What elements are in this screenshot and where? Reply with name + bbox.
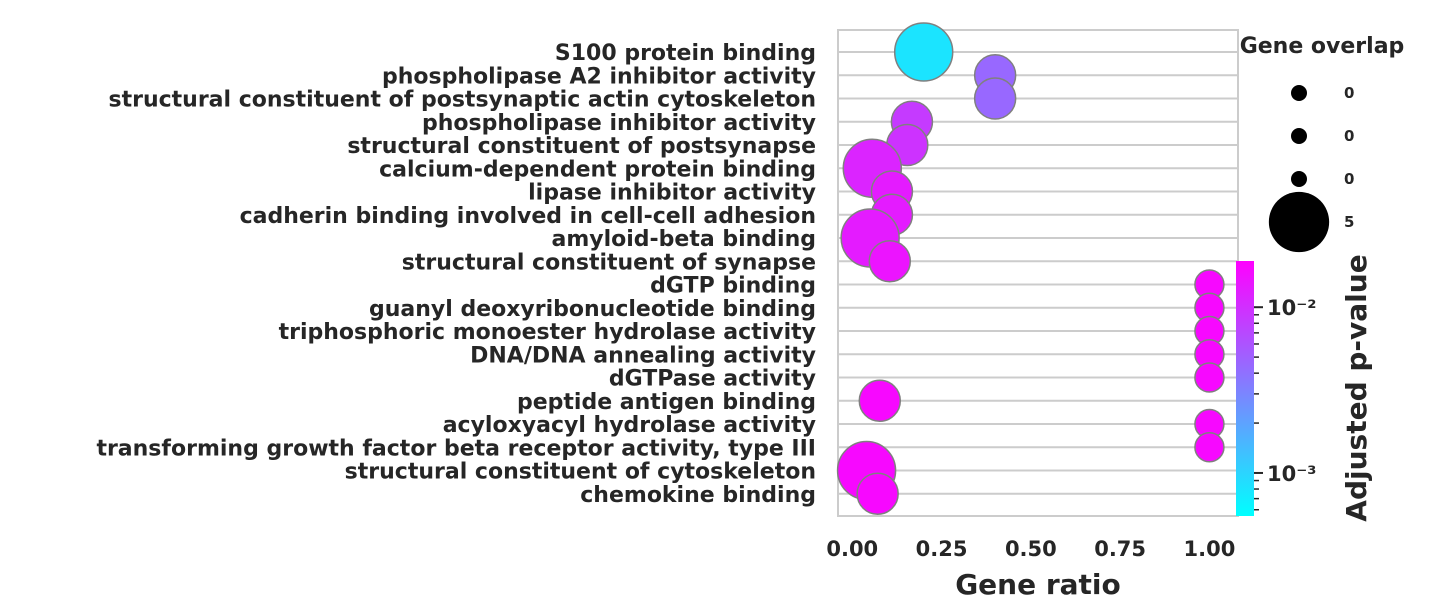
- y-tick-label: structural constituent of cytoskeleton: [345, 460, 816, 485]
- x-tick-label: 1.00: [1184, 537, 1236, 561]
- colorbar-title: Adjusted p-value: [1340, 254, 1373, 521]
- y-tick-label: phospholipase inhibitor activity: [422, 111, 816, 136]
- data-point: [868, 239, 912, 283]
- size-legend-marker: [1268, 191, 1330, 253]
- data-points: [836, 22, 1225, 516]
- colorbar-tick-label: 10⁻²: [1267, 296, 1317, 320]
- y-tick-label: dGTP binding: [650, 274, 816, 299]
- x-tick-label: 0.25: [916, 537, 968, 561]
- size-legend-label: 0: [1344, 170, 1354, 188]
- y-tick-label: lipase inhibitor activity: [528, 181, 816, 206]
- colorbar-ticks: 10⁻³ 10⁻²: [1254, 296, 1317, 511]
- data-point: [893, 22, 954, 82]
- size-legend-label: 5: [1344, 213, 1354, 231]
- data-point: [1194, 432, 1225, 463]
- x-axis-ticks: 0.00 0.25 0.50 0.75 1.00: [826, 537, 1235, 561]
- y-tick-label: S100 protein binding: [555, 41, 816, 66]
- data-point: [856, 472, 899, 516]
- y-tick-label: cadherin binding involved in cell-cell a…: [240, 204, 816, 229]
- y-tick-label: triphosphoric monoester hydrolase activi…: [279, 320, 816, 345]
- y-tick-label: transforming growth factor beta receptor…: [96, 436, 816, 461]
- size-legend-title: Gene overlap: [1240, 34, 1405, 59]
- data-point: [1194, 362, 1225, 393]
- data-point: [858, 379, 902, 423]
- gridlines: [838, 51, 1238, 495]
- x-tick-label: 0.00: [826, 537, 878, 561]
- y-tick-label: structural constituent of postsynaptic a…: [108, 88, 816, 113]
- y-tick-label: phospholipase A2 inhibitor activity: [382, 64, 816, 89]
- y-tick-label: calcium-dependent protein binding: [379, 157, 816, 182]
- y-tick-label: acyloxyacyl hydrolase activity: [443, 413, 816, 438]
- size-legend-marker: [1291, 128, 1307, 144]
- size-legend-marker: [1291, 171, 1307, 187]
- data-point: [973, 77, 1017, 120]
- x-tick-label: 0.75: [1094, 537, 1146, 561]
- y-tick-label: structural constituent of synapse: [402, 250, 816, 275]
- y-tick-label: peptide antigen binding: [517, 390, 816, 415]
- y-tick-label: DNA/DNA annealing activity: [470, 343, 816, 368]
- size-legend-label: 0: [1344, 127, 1354, 145]
- y-tick-label: dGTPase activity: [609, 367, 816, 392]
- y-tick-label: guanyl deoxyribonucleotide binding: [369, 297, 816, 322]
- x-tick-label: 0.50: [1005, 537, 1057, 561]
- colorbar-tick-label: 10⁻³: [1267, 462, 1317, 486]
- size-legend-marker: [1291, 85, 1307, 101]
- y-tick-label: chemokine binding: [580, 483, 816, 508]
- x-axis-title: Gene ratio: [955, 568, 1121, 601]
- size-legend: 0 0 0 5: [1268, 84, 1354, 253]
- y-tick-label: structural constituent of postsynapse: [347, 134, 816, 159]
- y-tick-label: amyloid-beta binding: [551, 227, 816, 252]
- colorbar: [1236, 261, 1254, 516]
- size-legend-label: 0: [1344, 84, 1354, 102]
